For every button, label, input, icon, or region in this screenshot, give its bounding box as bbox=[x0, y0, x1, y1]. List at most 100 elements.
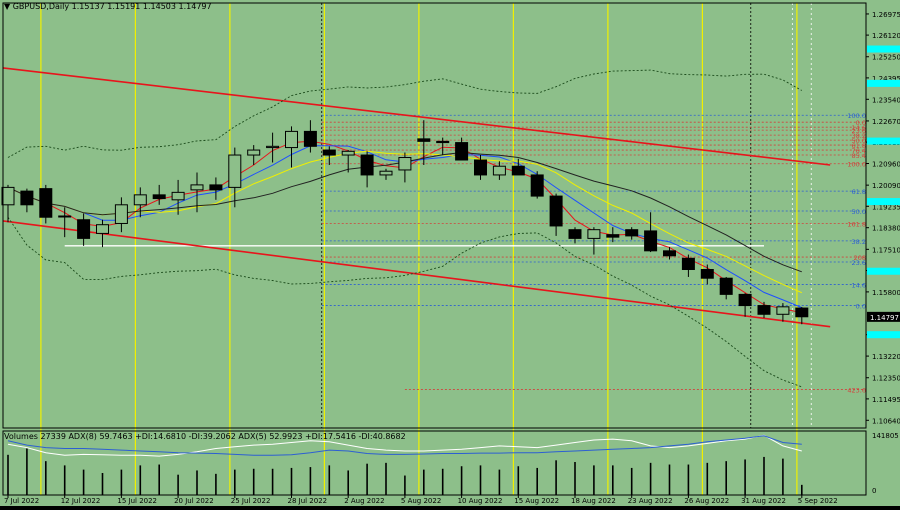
candle-bearish bbox=[681, 257, 695, 270]
date-axis-label: 10 Aug 2022 bbox=[458, 497, 503, 505]
candle-bearish bbox=[39, 188, 53, 218]
price-axis-label: 1.26120 bbox=[872, 32, 900, 40]
candle-bullish bbox=[133, 194, 147, 206]
price-axis-label: 1.25250 bbox=[872, 54, 900, 62]
candle-bearish bbox=[719, 277, 733, 295]
fib-level-label: 38.2 bbox=[852, 132, 866, 140]
price-axis-label: 1.12350 bbox=[872, 375, 900, 383]
price-axis-label: 1.10640 bbox=[872, 417, 900, 425]
fib-level-label: 100.0 bbox=[847, 112, 866, 120]
price-level-tag bbox=[867, 79, 900, 87]
price-level-tag bbox=[867, 267, 900, 275]
fib-level-label: 161.8 bbox=[847, 220, 866, 228]
candle-bearish bbox=[77, 219, 91, 239]
date-axis-label: 15 Aug 2022 bbox=[514, 497, 559, 505]
date-axis-label: 20 Jul 2022 bbox=[174, 497, 214, 505]
price-axis-label: 1.22670 bbox=[872, 118, 900, 126]
candle-bearish bbox=[417, 138, 431, 142]
candle-bearish bbox=[303, 130, 317, 147]
fib-level-label: 50.0 bbox=[852, 137, 866, 145]
date-axis-label: 31 Aug 2022 bbox=[741, 497, 786, 505]
date-axis-label: 28 Jul 2022 bbox=[288, 497, 328, 505]
date-axis-label: 5 Aug 2022 bbox=[401, 497, 441, 505]
price-axis-label: 1.19235 bbox=[872, 203, 900, 211]
candle-bullish bbox=[96, 224, 109, 234]
bollinger-lower bbox=[7, 216, 802, 388]
candle-bearish bbox=[549, 195, 563, 227]
fib-level-label: 423.6 bbox=[847, 386, 866, 394]
price-axis-label: 1.20960 bbox=[872, 160, 900, 168]
candle-bullish bbox=[58, 215, 72, 218]
price-axis-label: 1.15800 bbox=[872, 289, 900, 297]
candle-bearish bbox=[795, 307, 809, 318]
candle-bearish bbox=[700, 268, 714, 279]
symbol-info-text: ▼ GBPUSD,Daily 1.15137 1.15191 1.14503 1… bbox=[4, 2, 212, 11]
fib-level-label: 100.0 bbox=[847, 161, 866, 169]
channel-upper-line bbox=[2, 67, 831, 166]
candle-bearish bbox=[20, 190, 34, 206]
candle-bearish bbox=[738, 293, 752, 307]
date-axis-label: 7 Jul 2022 bbox=[4, 497, 39, 505]
candle-bearish bbox=[436, 140, 450, 144]
dropdown-triangle-icon[interactable]: ▼ bbox=[4, 2, 11, 11]
fib-level-label: 76.4 bbox=[852, 147, 866, 155]
candle-bullish bbox=[776, 306, 790, 315]
candle-bearish bbox=[360, 154, 374, 176]
adx-di-line bbox=[7, 434, 802, 457]
candle-bullish bbox=[379, 170, 393, 176]
price-axis-label: 1.20090 bbox=[872, 182, 900, 190]
fib-level-label: 23.6 bbox=[852, 127, 866, 135]
candle-bearish bbox=[152, 194, 166, 200]
date-axis-label: 18 Aug 2022 bbox=[571, 497, 616, 505]
fib-level-label: 0.0 bbox=[856, 303, 866, 311]
date-axis-label: 26 Aug 2022 bbox=[684, 497, 729, 505]
candle-bullish bbox=[190, 184, 204, 191]
candle-bearish bbox=[606, 234, 620, 238]
price-level-tag bbox=[867, 137, 900, 145]
fib-level-label: 38.2 bbox=[852, 238, 866, 246]
candle-bearish bbox=[757, 305, 771, 315]
candle-bearish bbox=[322, 149, 336, 156]
candle-bearish bbox=[644, 230, 658, 252]
adx-main-line bbox=[7, 435, 802, 456]
bollinger-upper bbox=[7, 69, 803, 158]
candle-bullish bbox=[228, 154, 242, 188]
candle-bullish bbox=[341, 150, 355, 156]
fib-level-label: 85.4 bbox=[852, 152, 866, 160]
indicator-info-text: Volumes 27339 ADX(8) 59.7463 +DI:14.6810… bbox=[4, 432, 406, 441]
price-axis-label: 1.26975 bbox=[872, 11, 900, 19]
price-axis-label: 1.18380 bbox=[872, 225, 900, 233]
date-axis-label: 25 Jul 2022 bbox=[231, 497, 271, 505]
candle-bullish bbox=[247, 149, 261, 156]
fib-level-label: 14.6 bbox=[852, 124, 866, 132]
date-axis-label: 5 Sep 2022 bbox=[798, 497, 838, 505]
candle-bearish bbox=[209, 184, 223, 191]
indicator-panel-frame bbox=[2, 430, 867, 496]
candle-bearish bbox=[530, 174, 544, 197]
volume-axis-label: 0 bbox=[872, 487, 876, 495]
price-axis-label: 1.17510 bbox=[872, 246, 900, 254]
candle-bullish bbox=[587, 229, 601, 239]
price-level-tag bbox=[867, 198, 900, 206]
fib-level-label: 61.8 bbox=[852, 142, 866, 150]
candle-bullish bbox=[285, 130, 298, 149]
candle-bullish bbox=[1, 186, 15, 206]
candle-bearish bbox=[663, 250, 676, 257]
channel-lower-line bbox=[2, 220, 831, 328]
fib-level-label: 50.0 bbox=[852, 208, 866, 216]
date-axis-label: 2 Aug 2022 bbox=[344, 497, 384, 505]
volume-axis-label: 141805 bbox=[872, 432, 899, 440]
candle-bearish bbox=[625, 229, 639, 237]
fib-level-label: 208 bbox=[854, 254, 866, 262]
price-panel-frame bbox=[2, 2, 867, 429]
date-axis-label: 23 Aug 2022 bbox=[628, 497, 673, 505]
candle-bearish bbox=[474, 159, 487, 176]
candle-bearish bbox=[455, 142, 469, 161]
candle-bullish bbox=[492, 165, 506, 176]
price-level-tag bbox=[867, 331, 900, 339]
current-price-tag bbox=[867, 311, 900, 322]
fib-level-label: 23.6 bbox=[852, 259, 866, 267]
price-axis-label: 1.13220 bbox=[872, 353, 900, 361]
